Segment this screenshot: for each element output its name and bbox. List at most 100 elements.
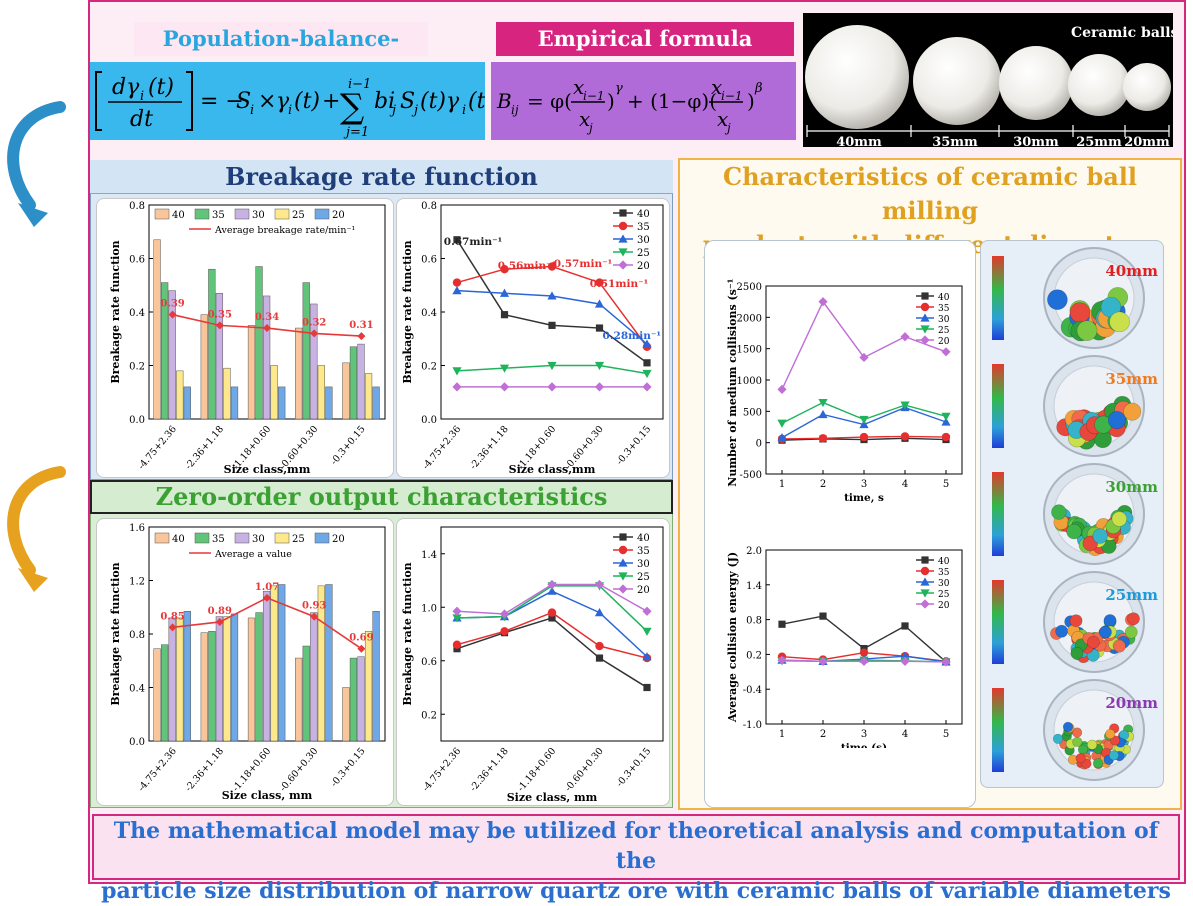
svg-text:x: x [711, 75, 722, 99]
dem-ball [1109, 311, 1130, 333]
legend-marker-20 [920, 335, 930, 345]
svg-text:(t): (t) [468, 89, 485, 114]
svg-text:i: i [250, 103, 254, 118]
legend-marker-40 [619, 209, 627, 217]
velocity-colorbar [992, 688, 1004, 772]
velocity-colorbar [992, 364, 1004, 448]
series-point-35 [595, 641, 604, 651]
svg-text:i: i [140, 89, 144, 104]
series-point-20 [777, 655, 787, 665]
breakage-bar-chart: 0.0 0.2 0.4 0.6 0.8 Breakage rate function 0.3… [96, 198, 394, 478]
bar-35 [255, 266, 263, 420]
legend-marker-25 [618, 572, 628, 581]
series-point-25 [452, 614, 462, 623]
x-tick-label: 5 [943, 479, 949, 490]
svg-text:i: i [288, 103, 292, 118]
x-tick-label: 1 [779, 729, 785, 740]
dem-ball [1069, 614, 1083, 628]
svg-text:B: B [496, 89, 512, 113]
bar-40 [342, 687, 350, 742]
bar-30 [262, 590, 271, 742]
series-point-30 [777, 433, 787, 442]
dem-ball [1103, 614, 1117, 627]
svg-text:+: + [322, 89, 340, 114]
svg-text:+ (1−φ)(: + (1−φ)( [627, 89, 717, 113]
average-point [168, 310, 177, 319]
series-point-25 [642, 369, 652, 379]
y-axis-label: Breakage rate function [109, 240, 122, 383]
legend-label-20: 20 [637, 261, 650, 272]
svg-text:S: S [236, 89, 251, 114]
series-point-40 [595, 654, 604, 662]
legend-marker-20 [618, 584, 628, 594]
ceramic-balls-photo: Ceramic balls 40mm 35mm 30mm 25mm 20mm [803, 13, 1179, 150]
bar-20 [278, 386, 286, 420]
simulation-35mm: 35mm [992, 355, 1158, 457]
series-point-20 [594, 579, 605, 590]
legend-label-20: 20 [332, 534, 345, 545]
series-point-40 [548, 614, 556, 622]
series-point-20 [642, 382, 652, 392]
legend-marker-20 [618, 260, 628, 270]
legend-marker-35 [920, 566, 930, 576]
breakage-line-chart: 0.0 0.2 0.4 0.6 0.8 Breakage rate function 40 3… [396, 198, 670, 478]
svg-text:bi: bi [374, 89, 395, 114]
legend-label-40: 40 [637, 533, 650, 544]
x-tick-label: 3 [861, 729, 867, 740]
y-tick-label: 1.4 [746, 581, 762, 592]
simulation-label: 30mm [1105, 478, 1158, 496]
y-tick-label: 0 [756, 439, 762, 450]
legend-label-40: 40 [938, 293, 950, 303]
bar-35 [161, 644, 169, 742]
y-axis-label: Breakage rate function [401, 240, 414, 383]
legend-marker-25 [618, 248, 628, 257]
svg-text:20mm: 20mm [1124, 135, 1170, 147]
series-point-20 [818, 297, 828, 307]
svg-text:i−1: i−1 [721, 89, 743, 103]
y-tick-label: -500 [740, 470, 762, 481]
legend-marker-25 [920, 589, 930, 598]
bar-40 [247, 617, 256, 742]
simulation-label: 40mm [1105, 262, 1158, 280]
series-point-20 [594, 382, 605, 392]
series-point-35 [500, 627, 509, 636]
zero-order-panel-title: Zero-order output characteristics [90, 480, 673, 514]
dem-ball [1075, 753, 1086, 764]
legend-marker-25 [920, 325, 930, 334]
legend-marker-30 [618, 234, 628, 243]
legend-swatch-20 [314, 208, 330, 220]
legend-marker-30 [920, 577, 930, 586]
legend-swatch-25 [274, 208, 290, 220]
bar-25 [223, 367, 231, 420]
series-point-25 [594, 361, 605, 371]
dem-ball [1066, 523, 1082, 540]
dem-ball [1113, 639, 1126, 653]
dem-ball [1072, 736, 1083, 748]
y-tick-label: 0.6 [421, 657, 437, 668]
rate-annotation: 0.56min⁻¹ [498, 260, 556, 272]
bar-30 [168, 617, 176, 742]
legend-swatch-40 [154, 532, 170, 544]
bar-40 [200, 314, 208, 420]
y-tick-label: 2000 [737, 313, 762, 324]
series-line-30 [456, 590, 648, 658]
dem-ball [1107, 411, 1126, 430]
legend-average-label: Average breakage rate/min⁻¹ [214, 225, 355, 236]
series-point-20 [547, 579, 557, 590]
svg-text:): ) [607, 89, 615, 113]
y-tick-label: -1.0 [743, 720, 762, 731]
series-point-35 [595, 278, 604, 287]
legend-average-label: Average a value [214, 549, 292, 560]
legend-label-25: 25 [938, 326, 950, 336]
series-point-40 [643, 359, 651, 367]
x-tick-label: 2 [820, 729, 826, 740]
average-point [357, 332, 366, 341]
average-label: 1.07 [255, 582, 279, 593]
legend-label-20: 20 [938, 337, 950, 347]
legend-label-30: 30 [938, 315, 950, 325]
dem-ball [1087, 635, 1100, 649]
svg-text:i−1: i−1 [348, 77, 371, 92]
y-tick-label: 0.8 [421, 201, 437, 212]
bar-40 [200, 632, 208, 742]
